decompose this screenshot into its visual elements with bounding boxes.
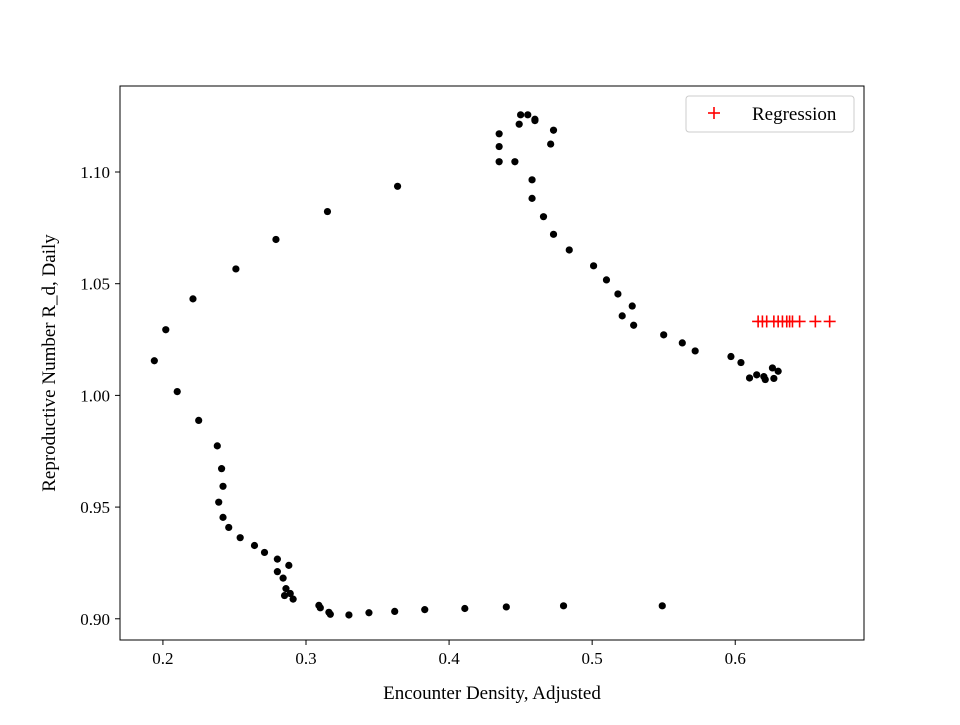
legend-label-regression: Regression bbox=[752, 104, 837, 125]
data-point bbox=[559, 602, 568, 610]
data-point bbox=[279, 574, 287, 582]
y-axis-label: Reproductive Number R_d, Daily bbox=[39, 234, 60, 492]
data-point bbox=[528, 176, 536, 184]
legend-plus-icon bbox=[708, 107, 720, 119]
data-point bbox=[658, 602, 666, 610]
data-point bbox=[232, 265, 240, 273]
data-point bbox=[745, 374, 754, 382]
legend: Regression bbox=[685, 95, 855, 133]
data-point bbox=[323, 207, 332, 216]
regression-point bbox=[809, 315, 822, 328]
data-point bbox=[753, 371, 761, 379]
data-point bbox=[495, 158, 503, 166]
data-point bbox=[539, 213, 548, 221]
x-tick-label: 0.5 bbox=[582, 649, 603, 668]
legend-box bbox=[685, 95, 855, 133]
data-point bbox=[213, 442, 221, 450]
data-point bbox=[511, 158, 519, 166]
data-point bbox=[630, 321, 638, 329]
data-point bbox=[660, 331, 668, 339]
data-point bbox=[421, 606, 429, 614]
data-point bbox=[691, 347, 699, 355]
data-point bbox=[602, 276, 611, 284]
legend-marker-regression bbox=[708, 107, 720, 119]
data-point bbox=[391, 607, 399, 616]
data-point bbox=[461, 604, 469, 613]
data-point bbox=[549, 126, 558, 134]
data-point bbox=[273, 568, 281, 576]
data-point bbox=[325, 608, 333, 616]
data-point bbox=[678, 339, 686, 347]
data-point bbox=[282, 585, 290, 593]
regression-point bbox=[793, 315, 806, 328]
data-point bbox=[217, 465, 226, 473]
data-point bbox=[589, 262, 598, 270]
x-tick-label: 0.4 bbox=[438, 649, 460, 668]
data-point bbox=[272, 235, 280, 244]
data-point bbox=[162, 326, 170, 334]
data-point bbox=[236, 534, 244, 542]
data-point bbox=[285, 561, 293, 569]
x-tick-label: 0.3 bbox=[295, 649, 316, 668]
y-axis: 0.90 0.95 1.00 1.05 1.10 bbox=[80, 163, 120, 629]
data-point bbox=[502, 603, 510, 611]
data-point bbox=[761, 375, 769, 384]
data-point bbox=[727, 352, 735, 361]
data-point bbox=[531, 117, 539, 125]
data-point bbox=[219, 482, 227, 490]
data-point bbox=[250, 541, 259, 550]
data-point bbox=[528, 194, 536, 202]
y-tick-label: 1.05 bbox=[80, 275, 110, 294]
data-point bbox=[173, 387, 181, 396]
x-tick-label: 0.6 bbox=[725, 649, 746, 668]
data-point bbox=[150, 357, 158, 365]
data-point bbox=[737, 358, 745, 367]
data-point bbox=[515, 120, 523, 128]
data-point bbox=[524, 111, 532, 119]
y-tick-label: 1.00 bbox=[80, 386, 110, 405]
data-point bbox=[393, 182, 402, 190]
data-point bbox=[286, 589, 294, 598]
data-point bbox=[315, 601, 323, 609]
data-point bbox=[365, 609, 373, 617]
data-points-layer bbox=[150, 111, 836, 619]
x-tick-label: 0.2 bbox=[152, 649, 173, 668]
data-point bbox=[189, 295, 197, 303]
data-point bbox=[628, 302, 636, 310]
data-point bbox=[495, 142, 503, 151]
y-tick-label: 0.95 bbox=[80, 498, 110, 517]
data-point bbox=[215, 498, 223, 506]
data-point bbox=[774, 367, 782, 375]
data-point bbox=[219, 513, 227, 521]
data-point bbox=[768, 364, 777, 372]
data-point bbox=[517, 111, 525, 119]
x-axis: 0.2 0.3 0.4 0.5 0.6 bbox=[152, 640, 746, 668]
data-point bbox=[614, 290, 622, 298]
data-point bbox=[280, 591, 289, 600]
data-point bbox=[770, 374, 778, 383]
data-point bbox=[345, 611, 353, 619]
data-point bbox=[273, 555, 281, 563]
y-tick-label: 1.10 bbox=[80, 163, 110, 182]
x-axis-label: Encounter Density, Adjusted bbox=[383, 683, 601, 704]
data-point bbox=[260, 548, 269, 557]
plot-frame bbox=[119, 85, 865, 641]
data-point bbox=[565, 246, 573, 254]
data-point bbox=[195, 416, 203, 425]
data-point bbox=[547, 140, 555, 148]
data-point bbox=[225, 523, 233, 532]
y-tick-label: 0.90 bbox=[80, 610, 110, 629]
data-point bbox=[549, 230, 558, 238]
data-point bbox=[618, 312, 626, 320]
regression-point bbox=[823, 315, 836, 328]
data-point bbox=[495, 130, 503, 138]
data-point bbox=[289, 595, 297, 603]
